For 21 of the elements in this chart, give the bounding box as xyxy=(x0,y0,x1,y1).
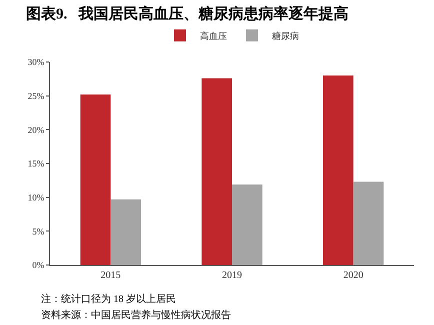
y-tick-label: 10% xyxy=(28,192,45,202)
x-tick-label: 2015 xyxy=(100,270,121,281)
y-tick-label: 5% xyxy=(32,226,45,236)
y-tick-label: 20% xyxy=(28,124,45,135)
bar xyxy=(232,184,262,265)
bar xyxy=(202,78,232,265)
x-tick-label: 2020 xyxy=(343,270,364,281)
bar xyxy=(323,76,354,265)
legend-label: 高血压 xyxy=(200,30,227,41)
bar xyxy=(110,199,141,265)
y-tick-label: 0% xyxy=(32,260,45,270)
text: 资料来源：中国居民营养与慢性病状况报告 xyxy=(41,309,231,321)
x-tick-label: 2019 xyxy=(222,270,242,281)
text: 注：统计口径为 18 岁以上居民 xyxy=(41,293,176,305)
legend-label: 糖尿病 xyxy=(272,30,299,41)
bar xyxy=(353,182,384,265)
y-tick-label: 30% xyxy=(28,57,45,68)
y-tick-label: 25% xyxy=(28,90,45,101)
chart-title: 图表9. 我国居民高血压、糖尿病患病率逐年提高 xyxy=(26,4,349,23)
y-tick-label: 15% xyxy=(28,158,45,169)
bar xyxy=(80,94,111,265)
